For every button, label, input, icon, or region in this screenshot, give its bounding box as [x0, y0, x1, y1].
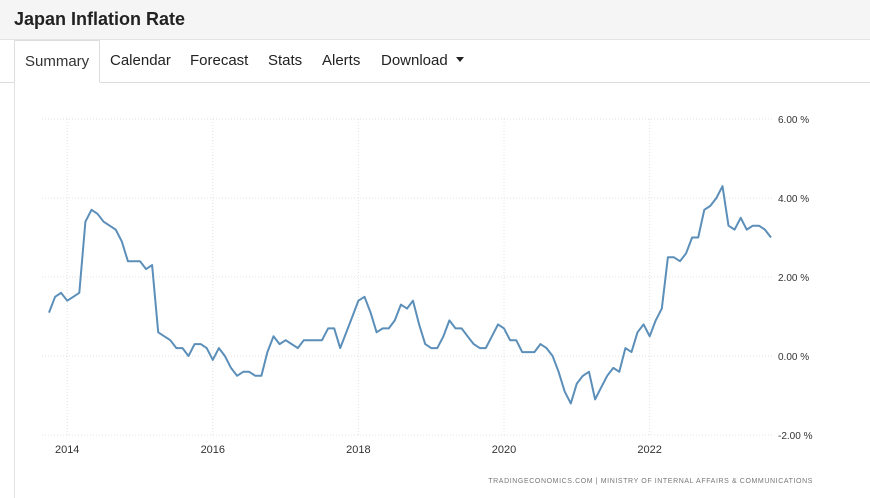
- caret-down-icon: [455, 56, 464, 62]
- tab-forecast[interactable]: Forecast: [190, 52, 249, 69]
- tab-summary[interactable]: Summary: [14, 40, 101, 83]
- tab-bar: Summary Calendar Forecast Stats Alerts D…: [0, 40, 870, 83]
- y-tick-label: 0.00 %: [778, 352, 809, 363]
- y-tick-label: 2.00 %: [778, 273, 809, 284]
- tab-stats[interactable]: Stats: [268, 52, 303, 69]
- tab-alerts[interactable]: Alerts: [322, 52, 361, 69]
- title-bar: Japan Inflation Rate: [0, 0, 870, 40]
- y-axis-ticks: 6.00 % 4.00 % 2.00 % 0.00 % -2.00 %: [778, 115, 813, 442]
- y-tick-label: -2.00 %: [778, 431, 813, 442]
- page-title: Japan Inflation Rate: [14, 9, 186, 29]
- chart-panel: [14, 82, 870, 498]
- tab-download[interactable]: Download: [381, 40, 464, 83]
- chart-grid: [42, 118, 772, 436]
- x-tick-label: 2018: [346, 444, 370, 456]
- x-tick-label: 2016: [201, 444, 225, 456]
- x-axis-ticks: 2014 2016 2018 2020 2022: [55, 444, 662, 456]
- x-tick-label: 2014: [55, 444, 79, 456]
- x-tick-label: 2022: [637, 444, 661, 456]
- y-tick-label: 6.00 %: [778, 115, 809, 126]
- chart-credit: TRADINGECONOMICS.COM | MINISTRY OF INTER…: [488, 478, 813, 485]
- x-tick-label: 2020: [492, 444, 516, 456]
- series-line: [48, 185, 772, 405]
- tab-download-label: Download: [381, 52, 448, 69]
- tab-calendar[interactable]: Calendar: [110, 52, 171, 69]
- y-tick-label: 4.00 %: [778, 194, 809, 205]
